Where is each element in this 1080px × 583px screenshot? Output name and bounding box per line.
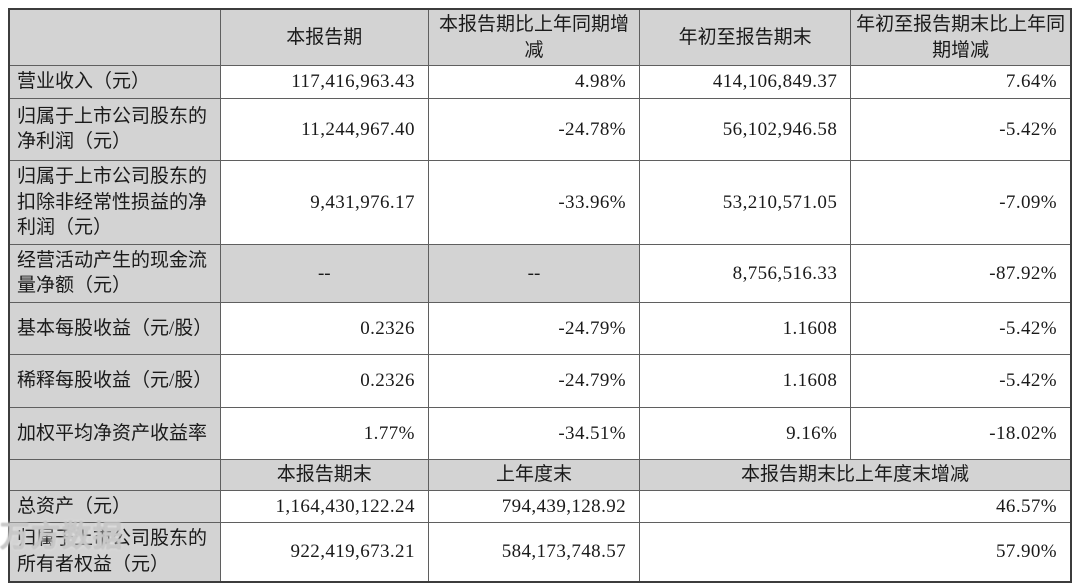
value-current: 0.2326	[219, 354, 429, 409]
value-end-of-period: 1,164,430,122.24	[219, 489, 429, 524]
value-current-change: --	[427, 243, 641, 304]
value-ytd: 1.1608	[639, 354, 852, 409]
value-ytd: 1.1608	[639, 302, 852, 356]
value-current-change: -34.51%	[427, 407, 641, 461]
row-label: 归属于上市公司股东的扣除非经常性损益的净利润（元）	[8, 159, 221, 245]
row-label: 稀释每股收益（元/股）	[8, 354, 221, 409]
value-current: 0.2326	[219, 302, 429, 356]
subheader-change-vs-prior-year-end: 本报告期末比上年度末增减	[639, 459, 1072, 491]
financial-summary-table: 本报告期 本报告期比上年同期增减 年初至报告期末 年初至报告期末比上年同期增减 …	[8, 8, 1072, 583]
value-ytd: 9.16%	[639, 407, 852, 461]
header-ytd: 年初至报告期末	[639, 8, 852, 67]
value-ytd-change: -87.92%	[850, 243, 1072, 304]
table-row: 经营活动产生的现金流量净额（元） -- -- 8,756,516.33 -87.…	[8, 243, 1072, 304]
table-row: 稀释每股收益（元/股） 0.2326 -24.79% 1.1608 -5.42%	[8, 354, 1072, 409]
value-ytd-change: -18.02%	[850, 407, 1072, 461]
table-row: 总资产（元） 1,164,430,122.24 794,439,128.92 4…	[8, 489, 1072, 524]
value-ytd-change: -5.42%	[850, 354, 1072, 409]
value-current: 1.77%	[219, 407, 429, 461]
value-ytd: 414,106,849.37	[639, 65, 852, 99]
value-current: 117,416,963.43	[219, 65, 429, 99]
row-label: 总资产（元）	[8, 489, 221, 524]
header-current-period: 本报告期	[219, 8, 429, 67]
row-label: 归属于上市公司股东的所有者权益（元）	[8, 522, 221, 583]
value-current-change: -33.96%	[427, 159, 641, 245]
table-row: 归属于上市公司股东的净利润（元） 11,244,967.40 -24.78% 5…	[8, 97, 1072, 161]
header-current-period-change: 本报告期比上年同期增减	[427, 8, 641, 67]
row-label: 营业收入（元）	[8, 65, 221, 99]
value-end-of-prior-year: 584,173,748.57	[427, 522, 641, 583]
table-subheader-row: 本报告期末 上年度末 本报告期末比上年度末增减	[8, 459, 1072, 491]
table-row: 营业收入（元） 117,416,963.43 4.98% 414,106,849…	[8, 65, 1072, 99]
subheader-end-of-period: 本报告期末	[219, 459, 429, 491]
value-ytd-change: -7.09%	[850, 159, 1072, 245]
table-row: 基本每股收益（元/股） 0.2326 -24.79% 1.1608 -5.42%	[8, 302, 1072, 356]
value-current-change: -24.79%	[427, 354, 641, 409]
value-ytd-change: -5.42%	[850, 97, 1072, 161]
table-row: 加权平均净资产收益率 1.77% -34.51% 9.16% -18.02%	[8, 407, 1072, 461]
value-change: 57.90%	[639, 522, 1072, 583]
value-current: 11,244,967.40	[219, 97, 429, 161]
value-ytd-change: 7.64%	[850, 65, 1072, 99]
value-ytd: 53,210,571.05	[639, 159, 852, 245]
table-row: 归属于上市公司股东的扣除非经常性损益的净利润（元） 9,431,976.17 -…	[8, 159, 1072, 245]
value-current: 9,431,976.17	[219, 159, 429, 245]
value-ytd: 56,102,946.58	[639, 97, 852, 161]
value-ytd-change: -5.42%	[850, 302, 1072, 356]
row-label: 经营活动产生的现金流量净额（元）	[8, 243, 221, 304]
table-header-row: 本报告期 本报告期比上年同期增减 年初至报告期末 年初至报告期末比上年同期增减	[8, 8, 1072, 67]
value-end-of-prior-year: 794,439,128.92	[427, 489, 641, 524]
subheader-blank-cell	[8, 459, 221, 491]
value-change: 46.57%	[639, 489, 1072, 524]
header-ytd-change: 年初至报告期末比上年同期增减	[850, 8, 1072, 67]
value-current-change: -24.79%	[427, 302, 641, 356]
subheader-end-of-prior-year: 上年度末	[427, 459, 641, 491]
table-row: 归属于上市公司股东的所有者权益（元） 922,419,673.21 584,17…	[8, 522, 1072, 583]
row-label: 归属于上市公司股东的净利润（元）	[8, 97, 221, 161]
value-current-change: -24.78%	[427, 97, 641, 161]
header-blank-cell	[8, 8, 221, 67]
value-current: --	[219, 243, 429, 304]
row-label: 加权平均净资产收益率	[8, 407, 221, 461]
value-end-of-period: 922,419,673.21	[219, 522, 429, 583]
row-label: 基本每股收益（元/股）	[8, 302, 221, 356]
value-ytd: 8,756,516.33	[639, 243, 852, 304]
value-current-change: 4.98%	[427, 65, 641, 99]
